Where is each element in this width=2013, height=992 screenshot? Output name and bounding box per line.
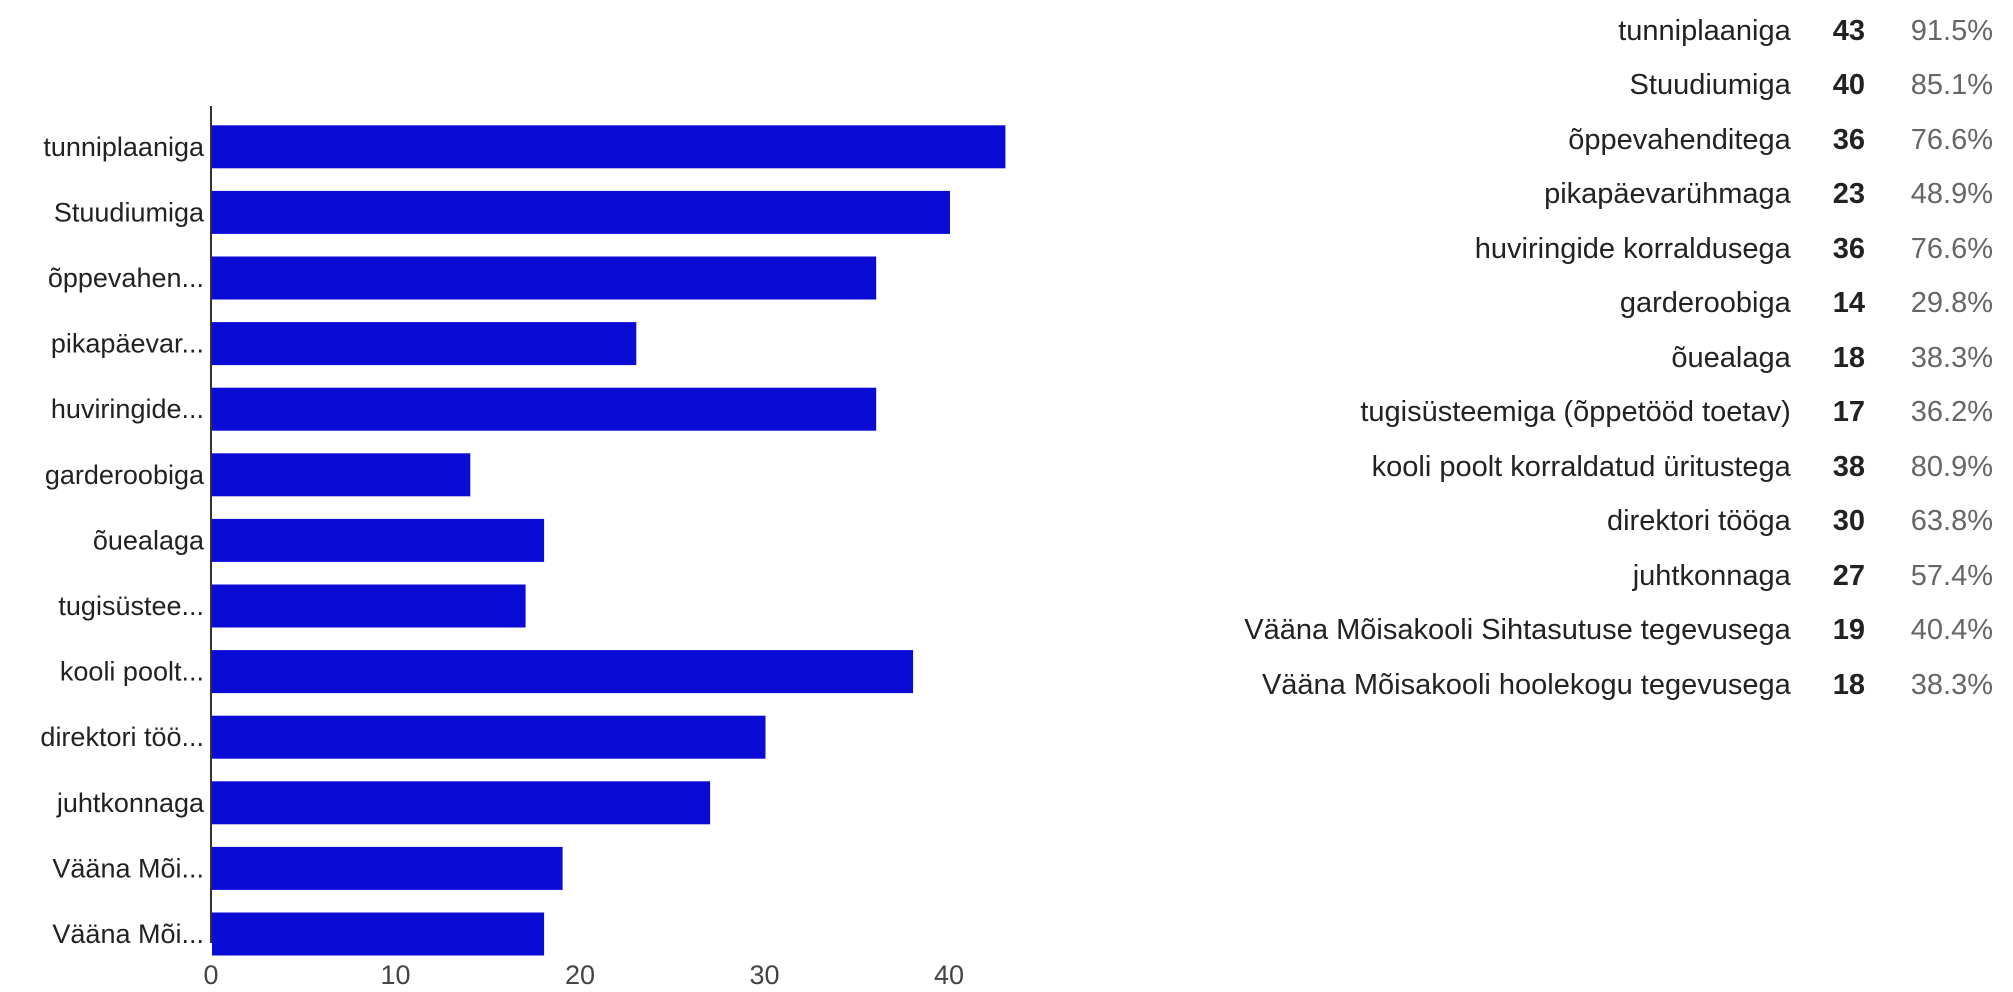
summary-row: tugisüsteemiga (õppetööd toetav) 17 36.2% [1244, 386, 1993, 441]
bar-11 [212, 781, 711, 825]
summary-count: 18 [1832, 341, 1866, 374]
summary-row: Vääna Mõisakooli Sihtasutuse tegevusega 1… [1244, 604, 1993, 659]
bar-12 [212, 846, 563, 890]
x-tick-label-5: 40 [934, 960, 964, 990]
summary-percent: 76.6% [1910, 232, 1993, 265]
summary-percent: 40.4% [1910, 614, 1993, 647]
summary-label: õppevahenditega [1568, 123, 1791, 156]
summary-count: 19 [1832, 614, 1866, 647]
summary-count: 30 [1832, 505, 1866, 538]
summary-count: 36 [1832, 123, 1866, 156]
summary-label: tunniplaaniga [1618, 14, 1791, 47]
bar-10 [212, 715, 766, 759]
summary-percent: 36.2% [1910, 396, 1993, 429]
summary-label: garderoobiga [1619, 287, 1791, 320]
summary-label: Vääna Mõisakooli hoolekogu tegevusega [1261, 668, 1791, 701]
summary-label: direktori tööga [1606, 505, 1791, 538]
summary-label: Vääna Mõisakooli Sihtasutuse tegevusega [1244, 614, 1791, 647]
category-label-5: huviringide... [51, 394, 204, 424]
category-label-12: Vääna Mõi... [52, 853, 204, 883]
summary-label: pikapäevarühmaga [1544, 178, 1791, 211]
bar-7 [212, 518, 545, 562]
summary-row: juhtkonnaga 27 57.4% [1244, 549, 1993, 604]
summary-percent: 29.8% [1910, 287, 1993, 320]
summary-count: 17 [1832, 396, 1866, 429]
bar-4 [212, 322, 637, 366]
summary-percent: 80.9% [1910, 450, 1993, 483]
category-label-10: direktori töö... [40, 722, 204, 752]
bar-13 [212, 912, 545, 956]
summary-label: tugisüsteemiga (õppetööd toetav) [1360, 396, 1791, 429]
summary-percent: 57.4% [1910, 559, 1993, 592]
summary-percent: 48.9% [1910, 178, 1993, 211]
summary-count: 36 [1832, 232, 1866, 265]
summary-row: pikapäevarühmaga 23 48.9% [1244, 168, 1993, 223]
summary-label: õuealaga [1671, 341, 1791, 374]
summary-row: tunniplaaniga 43 91.5% [1244, 4, 1993, 59]
summary-percent: 38.3% [1910, 668, 1993, 701]
category-label-3: õppevahen... [48, 263, 204, 293]
bar-chart: tunniplaaniga Stuudiumiga õppevahen... pika… [40, 106, 1006, 990]
category-label-1: tunniplaaniga [43, 132, 205, 162]
summary-count: 43 [1832, 14, 1866, 47]
bar-5 [212, 387, 877, 431]
summary-percent: 85.1% [1910, 69, 1993, 102]
summary-table: tunniplaaniga 43 91.5% Stuudiumiga 40 85.1% õp… [1244, 4, 1993, 713]
summary-percent: 91.5% [1910, 14, 1993, 47]
summary-label: juhtkonnaga [1632, 559, 1791, 592]
bar-6 [212, 453, 471, 497]
summary-row: õppevahenditega 36 76.6% [1244, 113, 1993, 168]
x-tick-label-3: 20 [565, 960, 595, 990]
summary-row: kooli poolt korraldatud üritustega 38 80.9… [1244, 440, 1993, 495]
summary-count: 40 [1832, 69, 1866, 102]
summary-percent: 76.6% [1910, 123, 1993, 156]
summary-count: 38 [1832, 450, 1866, 483]
bar-1 [212, 125, 1006, 169]
summary-row: garderoobiga 14 29.8% [1244, 277, 1993, 332]
category-label-8: tugisüstee... [58, 591, 204, 621]
category-label-13: Vääna Mõi... [52, 919, 204, 949]
summary-count: 14 [1832, 287, 1866, 320]
x-tick-label-1: 0 [203, 960, 218, 990]
category-label-6: garderoobiga [45, 460, 205, 490]
summary-row: Vääna Mõisakooli hoolekogu tegevusega 18 3… [1244, 658, 1993, 713]
summary-row: direktori tööga 30 63.8% [1244, 495, 1993, 550]
summary-count: 27 [1832, 559, 1866, 592]
summary-label: kooli poolt korraldatud üritustega [1371, 450, 1791, 483]
summary-label: Stuudiumiga [1629, 69, 1791, 102]
summary-row: Stuudiumiga 40 85.1% [1244, 59, 1993, 114]
category-label-7: õuealaga [93, 525, 205, 555]
summary-row: õuealaga 18 38.3% [1244, 331, 1993, 386]
summary-percent: 63.8% [1910, 505, 1993, 538]
category-label-9: kooli poolt... [60, 657, 204, 687]
category-label-4: pikapäevar... [51, 329, 204, 359]
category-label-11: juhtkonnaga [56, 788, 205, 818]
x-tick-label-2: 10 [380, 960, 410, 990]
summary-body: tunniplaaniga 43 91.5% Stuudiumiga 40 85.1% õp… [1244, 4, 1993, 713]
summary-count: 18 [1832, 668, 1866, 701]
x-tick-label-4: 30 [749, 960, 779, 990]
category-label-2: Stuudiumiga [54, 197, 205, 227]
summary-row: huviringide korraldusega 36 76.6% [1244, 222, 1993, 277]
bar-3 [212, 256, 877, 300]
bar-8 [212, 584, 526, 628]
summary-count: 23 [1832, 178, 1866, 211]
summary-label: huviringide korraldusega [1474, 232, 1791, 265]
bar-9 [212, 650, 914, 694]
bar-2 [212, 190, 950, 234]
summary-percent: 38.3% [1910, 341, 1993, 374]
